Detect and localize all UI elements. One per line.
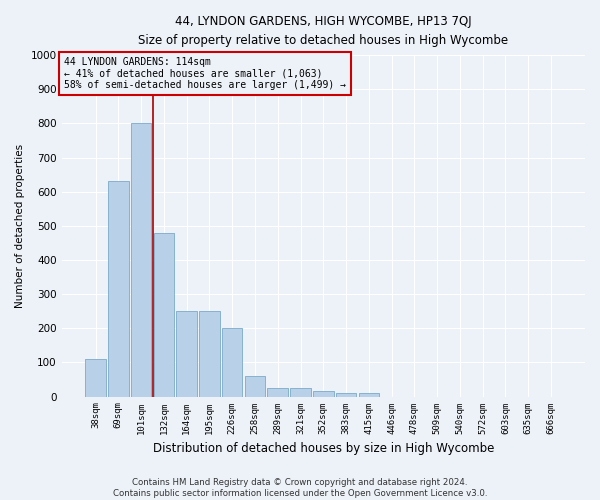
Bar: [131, 124, 151, 396]
Bar: [222, 328, 242, 396]
Bar: [108, 182, 128, 396]
Bar: [85, 359, 106, 397]
Text: Contains HM Land Registry data © Crown copyright and database right 2024.
Contai: Contains HM Land Registry data © Crown c…: [113, 478, 487, 498]
X-axis label: Distribution of detached houses by size in High Wycombe: Distribution of detached houses by size …: [152, 442, 494, 455]
Bar: [245, 376, 265, 396]
Bar: [268, 388, 288, 396]
Text: 44 LYNDON GARDENS: 114sqm
← 41% of detached houses are smaller (1,063)
58% of se: 44 LYNDON GARDENS: 114sqm ← 41% of detac…: [64, 57, 346, 90]
Bar: [313, 392, 334, 396]
Bar: [359, 393, 379, 396]
Bar: [290, 388, 311, 396]
Y-axis label: Number of detached properties: Number of detached properties: [15, 144, 25, 308]
Title: 44, LYNDON GARDENS, HIGH WYCOMBE, HP13 7QJ
Size of property relative to detached: 44, LYNDON GARDENS, HIGH WYCOMBE, HP13 7…: [138, 15, 508, 47]
Bar: [336, 393, 356, 396]
Bar: [199, 311, 220, 396]
Bar: [154, 232, 174, 396]
Bar: [176, 311, 197, 396]
